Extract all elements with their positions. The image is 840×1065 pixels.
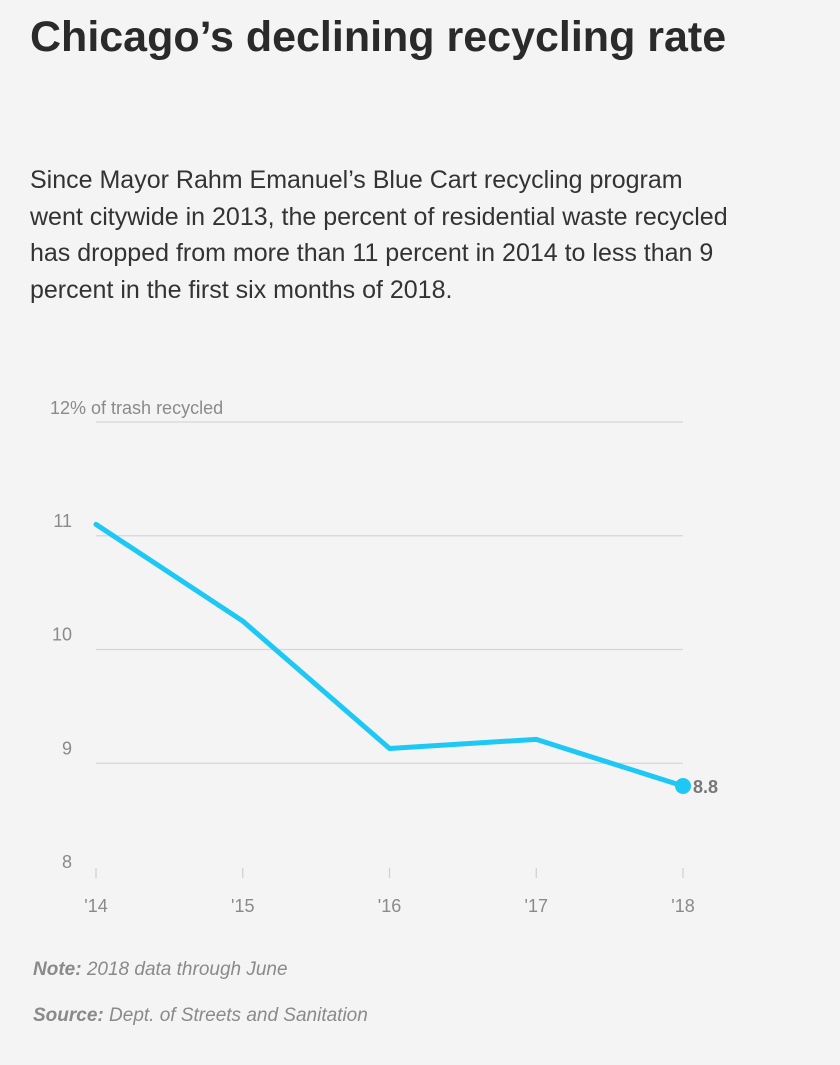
end-value-label: 8.8 bbox=[693, 777, 718, 797]
note: Note: 2018 data through June bbox=[33, 959, 288, 981]
source-label: Source: bbox=[33, 1005, 104, 1026]
y-tick-label-9: 9 bbox=[62, 738, 72, 758]
source-text: Dept. of Streets and Sanitation bbox=[109, 1005, 368, 1026]
y-tick-label-10: 10 bbox=[52, 625, 72, 645]
x-tick-label: '16 bbox=[378, 896, 401, 916]
note-text: 2018 data through June bbox=[86, 959, 288, 980]
y-axis-label: % of trash recycled bbox=[70, 398, 223, 418]
x-tick-label: '17 bbox=[525, 896, 548, 916]
y-tick-labels: 8 9 10 11 12% of trash recycled bbox=[50, 398, 223, 872]
data-series: 8.8 bbox=[93, 521, 718, 797]
series-line bbox=[93, 521, 686, 789]
y-tick-label-8: 8 bbox=[62, 852, 72, 872]
x-tick-label: '15 bbox=[231, 896, 254, 916]
y-tick-label-12: 12% of trash recycled bbox=[50, 398, 223, 418]
x-tick-label: '18 bbox=[671, 896, 694, 916]
x-tick-labels: '14 '15 '16 '17 '18 bbox=[84, 868, 695, 916]
x-tick-label: '14 bbox=[84, 896, 107, 916]
line-chart: 8 9 10 11 12% of trash recycled '14 '15 '16 '17… bbox=[50, 398, 718, 916]
source: Source: Dept. of Streets and Sanitation bbox=[33, 1005, 368, 1027]
chart-description: Since Mayor Rahm Emanuel’s Blue Cart rec… bbox=[30, 166, 728, 304]
y-tick-label-11: 11 bbox=[53, 511, 72, 531]
gridlines bbox=[96, 421, 683, 764]
note-label: Note: bbox=[33, 959, 82, 980]
end-point-marker bbox=[675, 778, 691, 794]
chart-title: Chicago’s declining recycling rate bbox=[30, 13, 727, 61]
y-tick-value: 12 bbox=[50, 398, 70, 418]
